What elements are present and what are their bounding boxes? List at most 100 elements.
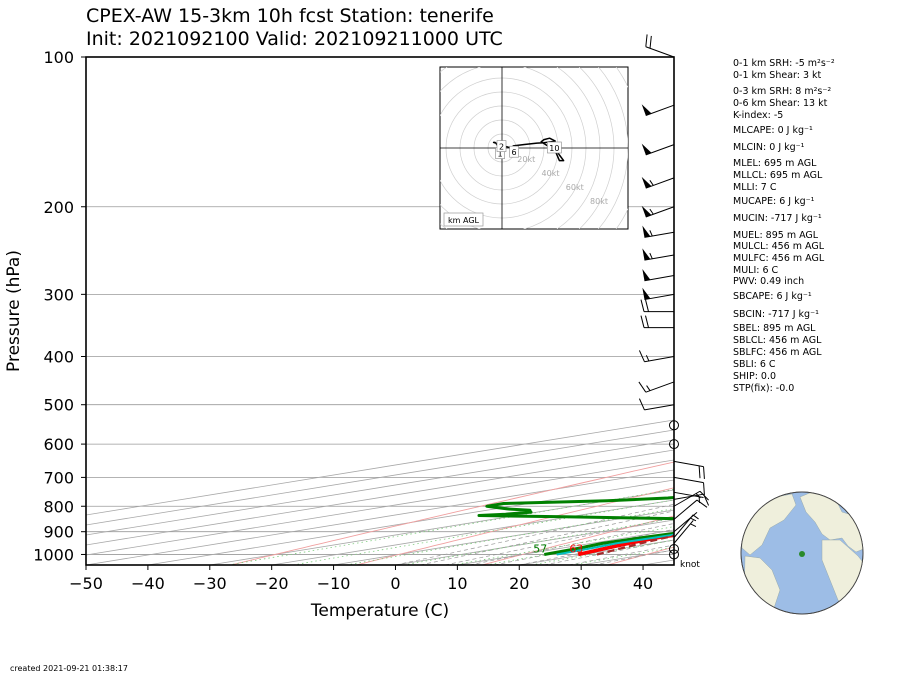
barb-half [649, 208, 654, 215]
wind-barb [669, 420, 679, 431]
x-tick-label: 40 [633, 574, 653, 593]
x-tick-label: 30 [571, 574, 591, 593]
wind-barb [641, 176, 675, 189]
barb-full [645, 34, 648, 47]
barb-shaft [644, 293, 675, 301]
index-line: MUCIN: -717 J kg⁻¹ [733, 213, 822, 224]
mixing-ratio-line [293, 499, 674, 565]
x-tick-label: −50 [69, 574, 103, 593]
dry-adiabat [230, 461, 674, 565]
isotherm-line [86, 469, 674, 565]
index-line: MULFC: 456 m AGL [733, 253, 825, 264]
barb-half [646, 385, 651, 391]
barb-full [638, 398, 645, 411]
barb-half [649, 252, 653, 259]
globe-outline [740, 491, 864, 615]
y-tick-label: 300 [43, 285, 74, 304]
index-line: K-index: -5 [733, 110, 784, 121]
wind-barb [645, 34, 675, 58]
station-marker [799, 551, 805, 557]
index-line: MULI: 6 C [733, 265, 779, 276]
barb-half [690, 517, 697, 522]
index-line: MUCAPE: 6 J kg⁻¹ [733, 196, 815, 207]
wind-barb [641, 143, 675, 156]
wind-barb [673, 491, 704, 503]
wind-barb [673, 476, 705, 495]
barb-shaft [644, 404, 675, 411]
surface-temperature-label: 63 [569, 542, 583, 555]
barb-full [638, 350, 645, 362]
barb-shaft [673, 499, 698, 520]
y-axis-label: Pressure (hPa) [4, 250, 24, 372]
wind-barb [638, 398, 675, 411]
index-line: MLLI: 7 C [733, 182, 777, 193]
isotherm-line [147, 479, 674, 565]
barb-flag [641, 104, 652, 116]
wind-barb [673, 520, 697, 544]
index-line: MLCIN: 0 J kg⁻¹ [733, 142, 805, 153]
isotherm-line [86, 439, 674, 536]
wind-barb [673, 460, 705, 479]
dewpoint-profile-line [477, 495, 674, 556]
barb-full [638, 381, 647, 393]
wind-barb [641, 104, 675, 116]
created-timestamp: created 2021-09-21 01:38:17 [10, 664, 128, 673]
hodograph-ring-label: 20kt [517, 155, 535, 164]
hodograph-legend: km AGL [448, 216, 480, 225]
dry-adiabat [481, 515, 674, 565]
index-line: STP(fix): -0.0 [733, 383, 795, 394]
wind-barb [642, 268, 675, 282]
hodograph-plot: 20kt 40kt 60kt 80kt 126 10 [440, 67, 628, 229]
y-tick-label: 700 [43, 468, 74, 487]
dry-adiabat [859, 57, 906, 565]
barb-shaft [644, 356, 675, 363]
x-tick-label: −40 [131, 574, 165, 593]
moist-adiabat [444, 516, 674, 565]
barb-full [649, 35, 652, 49]
barb-half [645, 355, 650, 362]
wind-barb [669, 543, 679, 554]
barb-flag [641, 205, 652, 218]
index-line: SHIP: 0.0 [733, 371, 777, 382]
barb-full [703, 466, 705, 479]
hodograph-legend-box [443, 212, 484, 227]
hodograph-ring-label: 40kt [542, 169, 560, 178]
barb-shaft [673, 512, 698, 533]
wind-barb [673, 512, 699, 533]
y-tick-label: 500 [43, 396, 74, 415]
barb-shaft [645, 381, 675, 393]
wind-barb [638, 381, 675, 393]
hodograph-height-label: 2 [499, 143, 504, 152]
index-line: SBLCL: 456 m AGL [733, 335, 822, 346]
y-tick-label: 1000 [33, 545, 74, 564]
barb-full [698, 465, 701, 479]
x-tick-label: 0 [390, 574, 400, 593]
index-line: 0-1 km SRH: -5 m²s⁻² [733, 58, 835, 69]
dry-adiabat [356, 487, 674, 565]
barb-shaft [645, 144, 675, 156]
surface-dewpoint-label: 57 [533, 542, 547, 555]
index-line: SBEL: 895 m AGL [733, 323, 816, 334]
plot-frame [85, 56, 675, 566]
globe-map [740, 491, 864, 615]
moist-adiabat [395, 503, 674, 565]
wind-unit-label: knot [680, 560, 700, 570]
index-line: MLLCL: 695 m AGL [733, 170, 823, 181]
hodograph-height-box [547, 141, 562, 154]
index-line: 0-3 km SRH: 8 m²s⁻² [733, 86, 832, 97]
mixing-ratio-line [346, 508, 674, 565]
index-line: PWV: 0.49 inch [733, 276, 805, 287]
y-tick-label: 100 [43, 48, 74, 67]
barb-shaft [673, 520, 694, 544]
barb-flag [642, 287, 651, 300]
index-line: 0-1 km Shear: 3 kt [733, 70, 822, 81]
moist-adiabat [469, 523, 674, 565]
wind-barb [642, 248, 675, 261]
barb-shaft [673, 476, 704, 484]
index-line: 0-6 km Shear: 13 kt [733, 98, 828, 109]
barb-shaft [645, 104, 675, 116]
barb-flag [642, 225, 651, 238]
moist-adiabat [543, 539, 674, 565]
barb-full [645, 315, 649, 328]
